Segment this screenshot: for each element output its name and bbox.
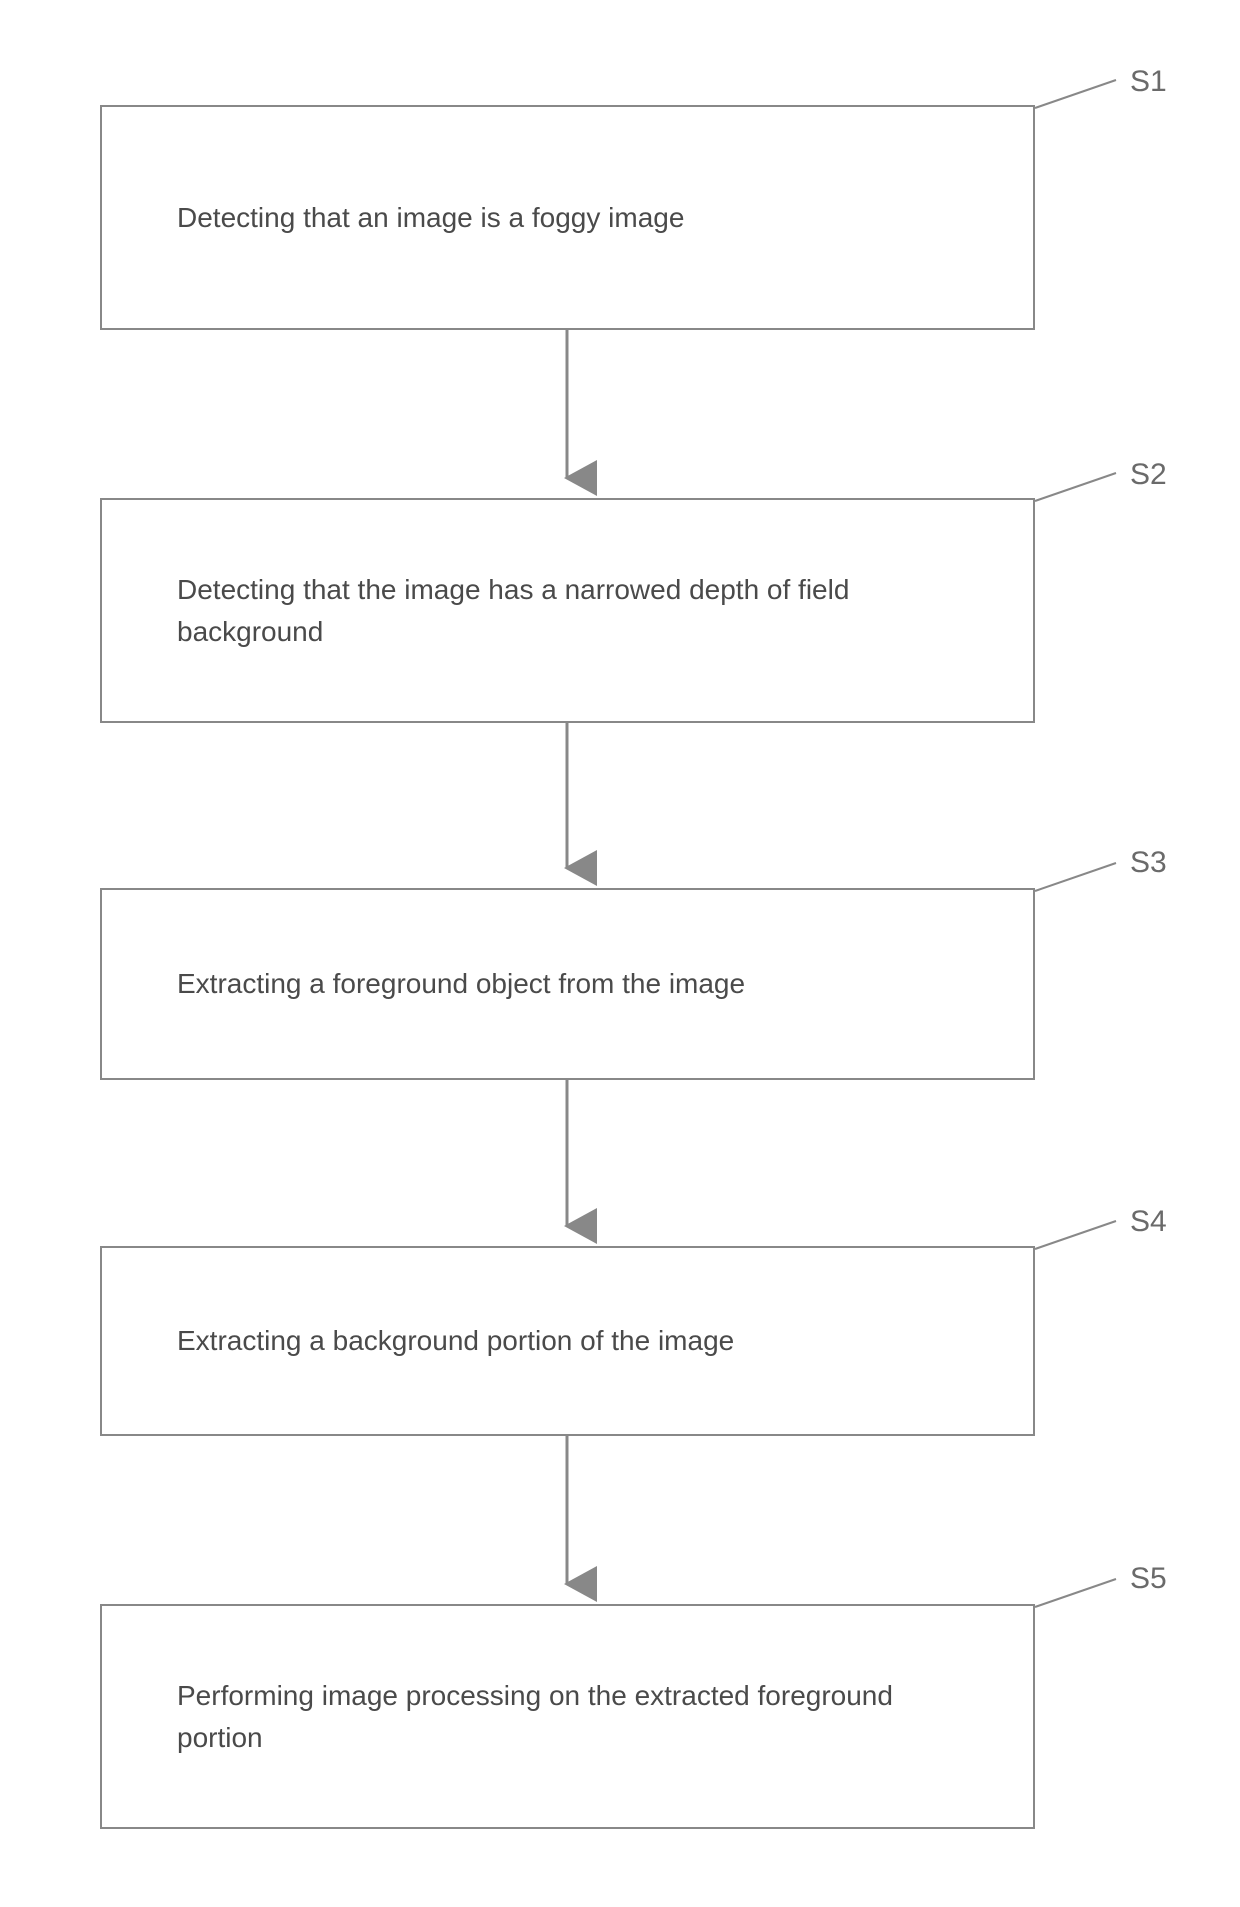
step-box-s3: Extracting a foreground object from the … [100,888,1035,1080]
step-label-s5: S5 [1130,1562,1167,1596]
step-label-s3: S3 [1130,846,1167,880]
step-text-s4: Extracting a background portion of the i… [177,1320,734,1362]
step-label-s2: S2 [1130,458,1167,492]
step-box-s2: Detecting that the image has a narrowed … [100,498,1035,723]
flowchart-container: Detecting that an image is a foggy image… [0,0,1240,1907]
step-label-s4: S4 [1130,1205,1167,1239]
step-text-s1: Detecting that an image is a foggy image [177,197,684,239]
step-box-s5: Performing image processing on the extra… [100,1604,1035,1829]
label-line-s2 [1035,473,1116,501]
label-line-s3 [1035,863,1116,891]
step-label-s1: S1 [1130,65,1167,99]
step-text-s3: Extracting a foreground object from the … [177,963,745,1005]
label-line-s4 [1035,1221,1116,1249]
step-text-s5: Performing image processing on the extra… [177,1675,897,1759]
label-line-s5 [1035,1579,1116,1607]
label-line-s1 [1035,80,1116,108]
step-box-s4: Extracting a background portion of the i… [100,1246,1035,1436]
step-box-s1: Detecting that an image is a foggy image [100,105,1035,330]
step-text-s2: Detecting that the image has a narrowed … [177,569,897,653]
